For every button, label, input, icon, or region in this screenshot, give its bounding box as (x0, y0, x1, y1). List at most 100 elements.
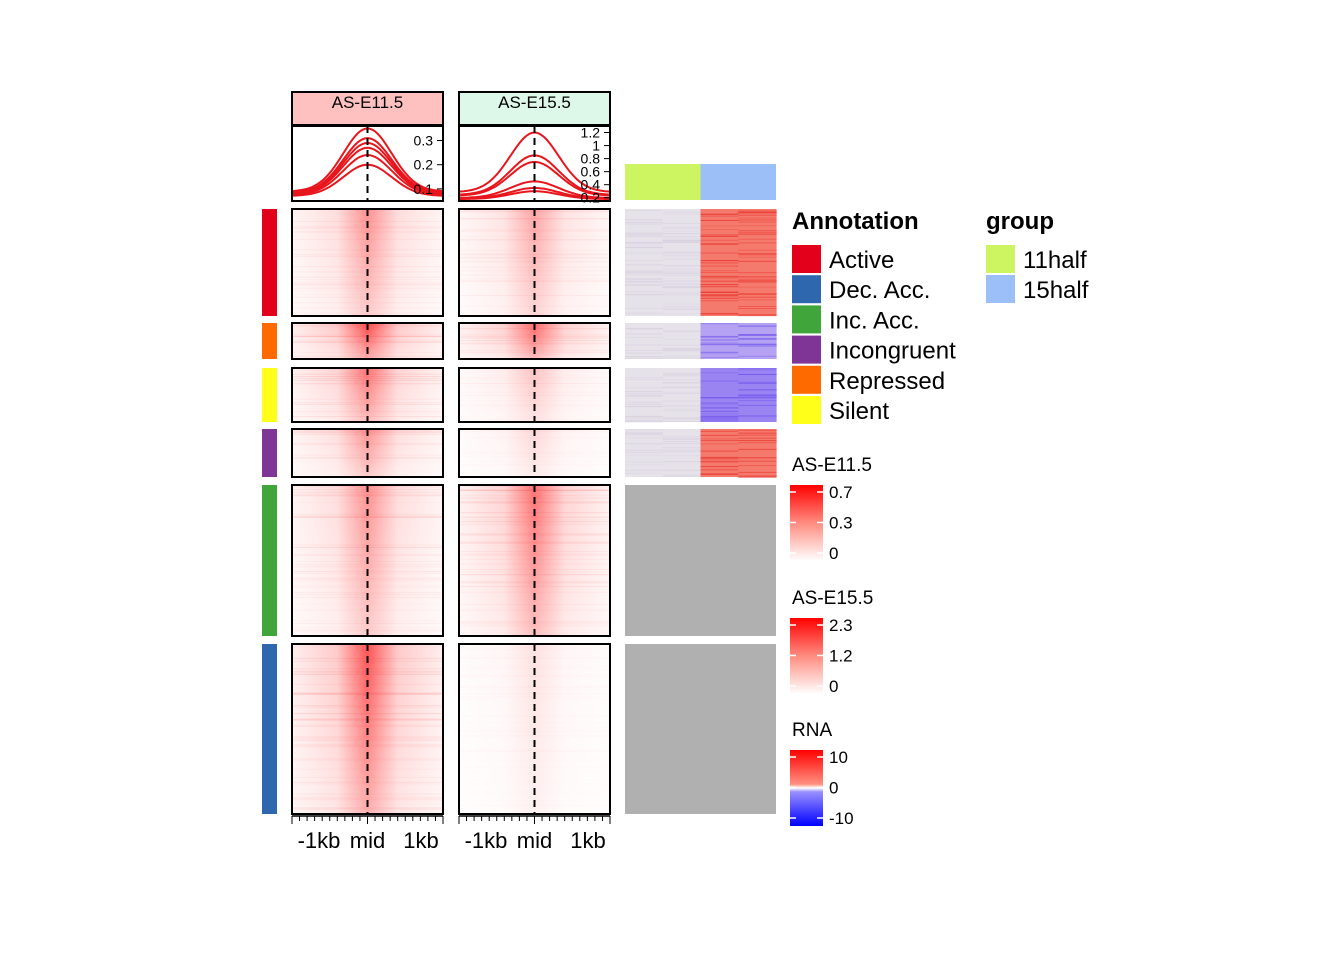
heatmap-body: AS-E11.5 AS-E15.50.10.20.30.20.40.60.811.… (262, 91, 777, 853)
rna-streak (738, 338, 777, 340)
profile-line-Active (459, 160, 610, 197)
legend-swatch-Inc. Acc. (792, 305, 821, 334)
rna-streak (700, 410, 739, 412)
rna-streak (700, 403, 739, 405)
legend-scale-title-1: AS-E15.5 (792, 588, 873, 609)
panel-title-0: AS-E11.5 (332, 93, 404, 112)
rna-streak (662, 382, 702, 384)
rna-streak (625, 242, 664, 244)
rna-streak (662, 436, 702, 437)
rna-streak (700, 252, 739, 254)
rna-streak (738, 217, 777, 219)
rna-streak (662, 449, 702, 451)
rna-streak (738, 437, 777, 439)
rna-streak (700, 456, 739, 458)
rna-streak (738, 369, 777, 371)
rna-streak (738, 334, 777, 336)
rna-streak (700, 219, 739, 221)
rna-streak (662, 331, 702, 332)
rna-streak (700, 438, 739, 440)
rna-streak (662, 272, 702, 274)
rna-streak (625, 271, 664, 273)
rna-streak (662, 306, 702, 308)
rna-streak (700, 260, 739, 261)
rna-streak (625, 274, 664, 276)
rna-na-Dec. Acc. (625, 644, 776, 814)
rna-streak (700, 411, 739, 412)
rna-cell (662, 429, 702, 477)
rna-streak (700, 461, 739, 463)
rna-streak (738, 211, 777, 213)
rna-streak (625, 461, 664, 463)
rna-streak (738, 381, 777, 383)
rna-streak (700, 280, 739, 282)
rna-streak (662, 469, 702, 471)
row-annotation-Inc. Acc. (262, 485, 277, 636)
rna-streak (625, 394, 664, 396)
rna-streak (738, 212, 777, 214)
legend-scale-label: 10 (829, 748, 848, 767)
rna-streak (738, 325, 777, 327)
profile-tick-label: 1.2 (581, 125, 601, 141)
rna-streak (625, 415, 664, 417)
rna-streak (700, 443, 739, 445)
rna-streak (700, 440, 739, 441)
rna-streak (738, 434, 777, 436)
rna-streak (700, 243, 739, 245)
rna-streak (700, 457, 739, 459)
rna-streak (662, 400, 702, 402)
legend-scale-label: 0.3 (829, 514, 853, 533)
rna-streak (738, 430, 777, 431)
rna-streak (625, 403, 664, 405)
rna-streak (738, 460, 777, 462)
legend-scale-label: 0 (829, 779, 838, 798)
rna-streak (625, 379, 664, 380)
rna-streak (625, 357, 664, 359)
rna-streak (662, 270, 702, 272)
rna-streak (700, 380, 739, 382)
rna-streak (738, 342, 777, 344)
group-annotation-15half (700, 164, 776, 200)
legend-swatch-11half (986, 245, 1015, 273)
rna-streak (700, 271, 739, 273)
rna-streak (625, 420, 664, 422)
rna-streak (662, 268, 702, 270)
rna-streak (625, 405, 664, 407)
rna-streak (700, 295, 739, 297)
profile-tick-label: 1 (592, 138, 600, 154)
legend-annotation-title: Annotation (792, 208, 919, 235)
rna-streak (625, 284, 664, 286)
rna-streak (625, 332, 664, 334)
rna-streak (662, 291, 702, 293)
row-annotation-Repressed (262, 323, 277, 359)
rna-cell (625, 209, 664, 316)
rna-streak (738, 293, 777, 295)
rna-streak (662, 349, 702, 351)
rna-streak (700, 265, 739, 267)
rna-streak (625, 284, 664, 286)
rna-streak (738, 221, 777, 223)
rna-streak (625, 472, 664, 474)
legend-scale-label: -10 (829, 809, 854, 828)
rna-streak (625, 281, 664, 283)
rna-streak (738, 294, 777, 295)
rna-streak (625, 235, 664, 237)
rna-streak (700, 270, 739, 271)
rna-streak (738, 242, 777, 244)
rna-streak (662, 236, 702, 238)
legend-swatch-Incongruent (792, 335, 821, 364)
rna-streak (625, 417, 664, 419)
rna-streak (700, 466, 739, 468)
rna-streak (700, 243, 739, 245)
rna-streak (625, 352, 664, 354)
rna-streak (738, 210, 777, 212)
rna-streak (625, 234, 664, 236)
legend-group-title: group (986, 208, 1054, 235)
rna-streak (625, 429, 664, 431)
rna-streak (700, 313, 739, 315)
rna-streak (700, 243, 739, 245)
rna-streak (700, 336, 739, 338)
rna-streak (700, 262, 739, 264)
rna-streak (700, 323, 739, 325)
